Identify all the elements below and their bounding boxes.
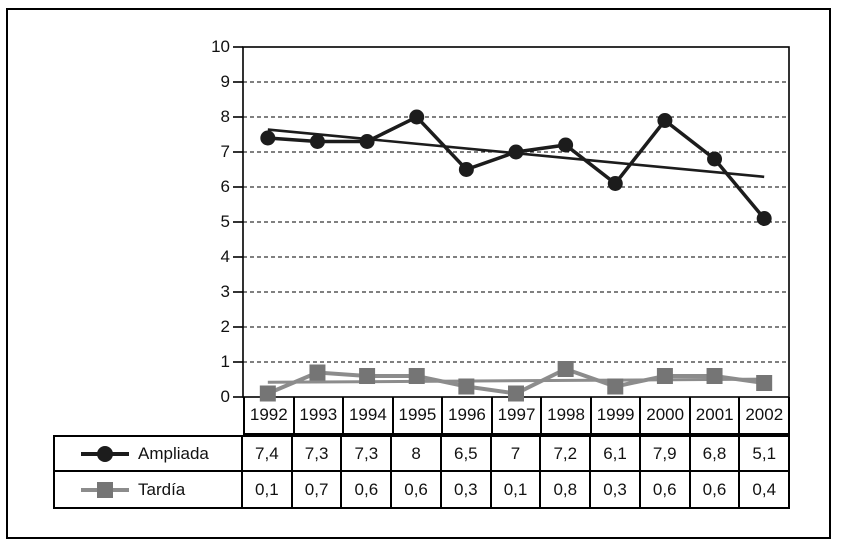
- value-cell: 0,6: [688, 472, 739, 507]
- year-header-cell: 2002: [738, 397, 788, 433]
- ampliada-legend-marker-icon: [81, 445, 129, 462]
- year-header-cell: 1998: [540, 397, 590, 433]
- y-axis-label: 5: [220, 212, 230, 231]
- value-cell: 0,6: [638, 472, 689, 507]
- value-cell: 7,3: [290, 437, 341, 470]
- tardia-legend-marker-icon: [81, 481, 129, 498]
- year-header-cell: 1993: [292, 397, 343, 433]
- y-axis-label: 6: [220, 177, 230, 196]
- value-cell: 6,5: [439, 437, 490, 470]
- year-header-cell: 2001: [688, 397, 739, 433]
- value-cell: 0,3: [439, 472, 490, 507]
- y-axis-label: 4: [220, 247, 230, 266]
- value-cell: 6,1: [589, 437, 639, 470]
- y-axis-label: 3: [220, 282, 230, 301]
- value-cell: 0,6: [340, 472, 390, 507]
- y-axis-label: 0: [220, 387, 230, 406]
- legend-item-ampliada: Ampliada: [55, 437, 243, 470]
- year-header-cell: 1994: [342, 397, 392, 433]
- value-cell: 0,1: [489, 472, 540, 507]
- y-axis-label: 10: [211, 37, 230, 56]
- y-axis-label: 9: [220, 72, 230, 91]
- y-axis-label: 7: [220, 142, 230, 161]
- table-row-ampliada: Ampliada 7,4 7,3 7,3 8 6,5 7 7,2 6,1 7,9…: [53, 435, 790, 472]
- year-header-cell: 2000: [639, 397, 689, 433]
- year-header-cell: 1995: [391, 397, 442, 433]
- value-cell: 0,6: [390, 472, 440, 507]
- year-header-cell: 1999: [589, 397, 640, 433]
- year-header-cell: 1992: [249, 405, 288, 424]
- value-cell: 7: [489, 437, 540, 470]
- year-header-cell: 1996: [441, 397, 491, 433]
- value-cell: 7,2: [539, 437, 589, 470]
- value-cell: 7,3: [340, 437, 390, 470]
- y-axis-label: 8: [220, 107, 230, 126]
- value-cell: 0,7: [290, 472, 341, 507]
- y-axis-label: 2: [220, 317, 230, 336]
- value-cell: 7,9: [638, 437, 689, 470]
- table-year-header-row: 1992 1993 1994 1995 1996 1997 1998 1999 …: [243, 397, 790, 435]
- figure-border: [6, 8, 831, 539]
- table-row-tardia: Tardía 0,1 0,7 0,6 0,6 0,3 0,1 0,8 0,3 0…: [53, 472, 790, 509]
- series-name-label: Tardía: [138, 479, 186, 499]
- year-header-cell: 1997: [490, 397, 541, 433]
- value-cell: 6,8: [688, 437, 739, 470]
- series-name-label: Ampliada: [138, 443, 209, 463]
- value-cell: 0,8: [539, 472, 589, 507]
- value-cell: 0,3: [589, 472, 639, 507]
- value-cell: 0,1: [255, 479, 279, 499]
- value-cell: 5,1: [738, 437, 788, 470]
- value-cell: 0,4: [738, 472, 788, 507]
- value-cell: 8: [390, 437, 440, 470]
- value-cell: 7,4: [255, 443, 279, 463]
- legend-item-tardia: Tardía: [55, 472, 243, 507]
- y-axis-label: 1: [220, 352, 230, 371]
